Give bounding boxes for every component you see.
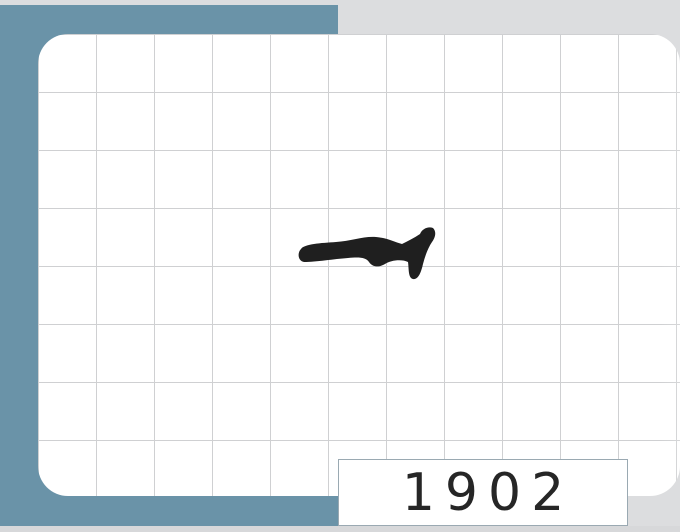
bottom-strip (0, 526, 680, 532)
silhouette-icon (298, 227, 436, 280)
grid-canvas (38, 34, 680, 496)
year-label: 1902 (401, 462, 575, 523)
card-edge-shade (660, 34, 680, 496)
year-label-box: 1902 (338, 459, 628, 526)
